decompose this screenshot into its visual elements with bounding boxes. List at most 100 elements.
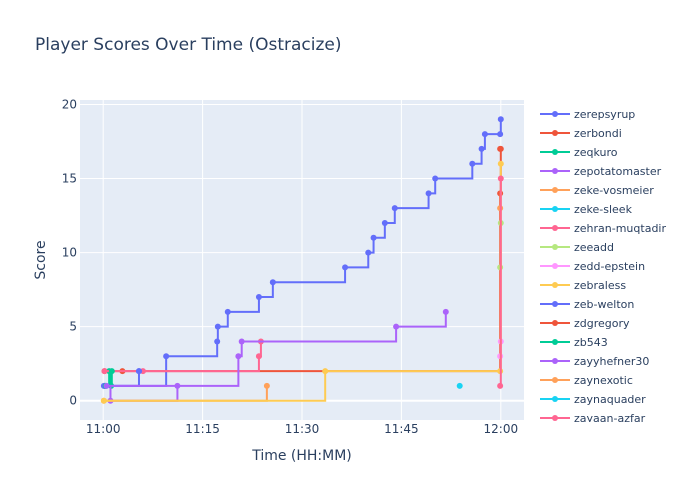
data-point[interactable] <box>497 131 504 138</box>
series-zeke-sleek <box>456 382 463 389</box>
legend-marker <box>552 244 558 250</box>
legend-marker <box>552 320 558 326</box>
legend-label: zepotatomaster <box>574 165 662 178</box>
legend-label: zeqkuro <box>574 146 618 159</box>
data-point[interactable] <box>101 368 108 375</box>
legend-item[interactable]: zepotatomaster <box>540 165 662 178</box>
data-point[interactable] <box>497 116 504 123</box>
data-point[interactable] <box>365 249 372 256</box>
legend-item[interactable]: zdgregory <box>540 317 630 330</box>
data-point[interactable] <box>391 205 398 212</box>
legend-marker <box>552 187 558 193</box>
data-point[interactable] <box>497 175 504 182</box>
legend-label: zerepsyrup <box>574 108 635 121</box>
legend-item[interactable]: zerbondi <box>540 127 622 140</box>
data-point[interactable] <box>497 382 504 389</box>
legend-marker <box>552 206 558 212</box>
legend-label: zdgregory <box>574 317 630 330</box>
data-point[interactable] <box>393 323 400 330</box>
legend-item[interactable]: zb543 <box>540 336 608 349</box>
data-point[interactable] <box>497 160 504 167</box>
legend-label: zerbondi <box>574 127 622 140</box>
legend-label: zebraless <box>574 279 626 292</box>
y-tick-label: 10 <box>62 246 77 260</box>
legend-item[interactable]: zayaan-azfar <box>540 412 646 425</box>
x-tick-label: 11:15 <box>185 422 220 436</box>
data-point[interactable] <box>381 219 388 226</box>
x-tick-label: 12:00 <box>484 422 519 436</box>
data-point[interactable] <box>263 382 270 389</box>
data-point[interactable] <box>342 264 349 271</box>
legend-item[interactable]: zeeadd <box>540 241 614 254</box>
data-point[interactable] <box>322 368 329 375</box>
data-point[interactable] <box>163 353 170 360</box>
data-point[interactable] <box>425 190 432 197</box>
legend-marker <box>552 415 558 421</box>
legend-label: zaynexotic <box>574 374 633 387</box>
legend-item[interactable]: zaynaquader <box>540 393 646 406</box>
legend-item[interactable]: zeke-vosmeier <box>540 184 654 197</box>
legend-marker <box>552 130 558 136</box>
series-zerepsyrup <box>101 116 504 389</box>
data-point[interactable] <box>432 175 439 182</box>
legend-item[interactable]: zehran-muqtadir <box>540 222 666 235</box>
data-point[interactable] <box>103 382 110 389</box>
data-point[interactable] <box>481 131 488 138</box>
series-line <box>499 178 502 387</box>
legend-marker <box>552 377 558 383</box>
series-zayyhefner30 <box>103 308 449 389</box>
legend-marker <box>552 301 558 307</box>
data-point[interactable] <box>497 145 504 152</box>
data-point[interactable] <box>255 353 262 360</box>
x-tick-label: 11:30 <box>285 422 320 436</box>
legend-marker <box>552 339 558 345</box>
legend-marker <box>552 225 558 231</box>
data-point[interactable] <box>478 145 485 152</box>
series-zayaan-azfar <box>497 175 504 389</box>
data-point[interactable] <box>469 160 476 167</box>
legend-label: zaynaquader <box>574 393 646 406</box>
data-point[interactable] <box>214 338 221 345</box>
data-point[interactable] <box>214 323 221 330</box>
data-point[interactable] <box>235 353 242 360</box>
data-point[interactable] <box>269 279 276 286</box>
legend-label: zb543 <box>574 336 608 349</box>
legend-label: zeke-vosmeier <box>574 184 654 197</box>
legend-label: zedd-epstein <box>574 260 645 273</box>
legend-label: zeb-welton <box>574 298 634 311</box>
legend-marker <box>552 263 558 269</box>
legend-items: zerepsyrup zerbondi zeqkuro zepotatomaster z… <box>540 108 666 425</box>
data-point[interactable] <box>370 234 377 241</box>
legend-marker <box>552 358 558 364</box>
legend-item[interactable]: zedd-epstein <box>540 260 645 273</box>
legend-item[interactable]: zeqkuro <box>540 146 618 159</box>
data-point[interactable] <box>224 308 231 315</box>
y-axis-ticks: 0 5 10 15 20 <box>62 97 77 407</box>
legend-marker <box>552 149 558 155</box>
legend[interactable]: zerepsyrup zerbondi zeqkuro zepotatomaster z… <box>540 108 666 425</box>
legend-item[interactable]: zaynexotic <box>540 374 633 387</box>
y-tick-label: 20 <box>62 97 77 111</box>
series-zdgregory <box>497 145 504 152</box>
legend-label: zayaan-azfar <box>574 412 646 425</box>
legend-item[interactable]: zeke-sleek <box>540 203 633 216</box>
legend-item[interactable]: zerepsyrup <box>540 108 635 121</box>
legend-item[interactable]: zayyhefner30 <box>540 355 649 368</box>
data-point[interactable] <box>456 382 463 389</box>
chart-title: Player Scores Over Time (Ostracize) <box>35 35 342 55</box>
y-tick-label: 15 <box>62 172 77 186</box>
data-point[interactable] <box>255 294 262 301</box>
legend-item[interactable]: zebraless <box>540 279 626 292</box>
data-point[interactable] <box>442 308 449 315</box>
data-point[interactable] <box>108 368 115 375</box>
data-point[interactable] <box>100 397 107 404</box>
legend-label: zeeadd <box>574 241 614 254</box>
legend-item[interactable]: zeb-welton <box>540 298 634 311</box>
legend-label: zayyhefner30 <box>574 355 649 368</box>
legend-label: zehran-muqtadir <box>574 222 666 235</box>
data-point[interactable] <box>238 338 245 345</box>
y-axis-label: Score <box>33 240 49 279</box>
x-tick-label: 11:45 <box>384 422 419 436</box>
legend-marker <box>552 282 558 288</box>
data-point[interactable] <box>135 368 142 375</box>
